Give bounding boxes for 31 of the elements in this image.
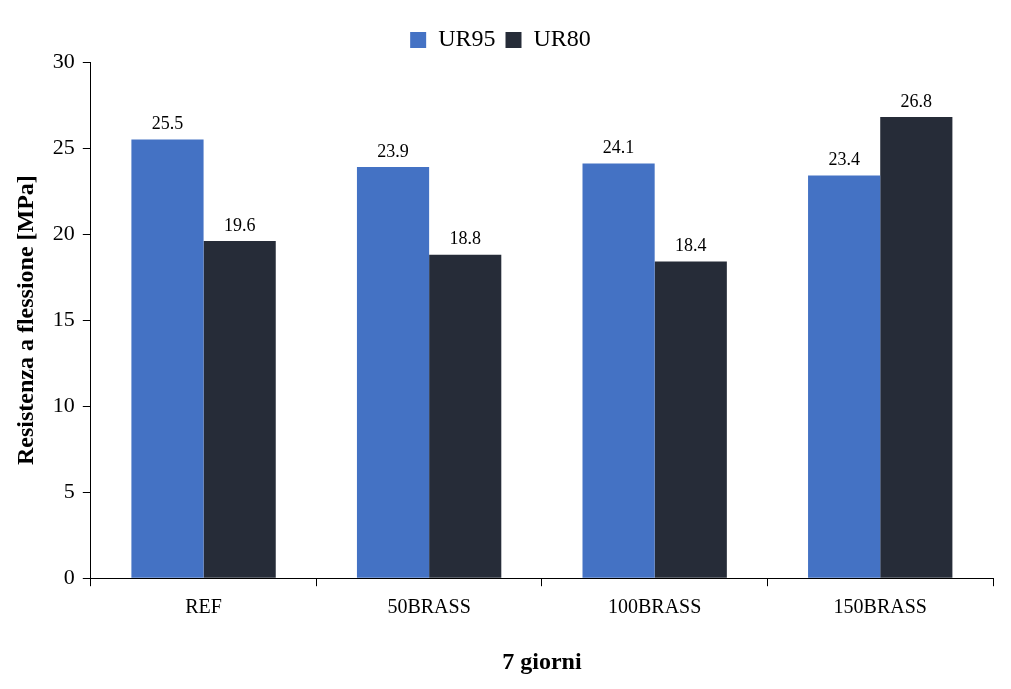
bar <box>808 175 881 578</box>
y-tick-label: 10 <box>52 391 75 417</box>
x-axis-title: 7 giorni <box>502 647 582 674</box>
bar <box>131 139 204 578</box>
bar <box>356 166 430 578</box>
x-tick-label: 50BRASS <box>387 595 471 618</box>
y-tick-label: 15 <box>52 305 75 331</box>
data-label: 26.8 <box>900 90 933 111</box>
bar <box>582 163 655 578</box>
data-label: 25.5 <box>151 113 184 134</box>
data-label: 18.4 <box>675 235 707 256</box>
data-label: 18.8 <box>449 228 481 249</box>
x-tick-label: 100BRASS <box>607 595 702 618</box>
bar <box>203 240 276 578</box>
x-tick-label: REF <box>185 595 222 618</box>
data-label: 19.6 <box>223 214 256 235</box>
data-label: 23.9 <box>377 140 409 161</box>
y-tick-label: 25 <box>52 133 75 159</box>
data-label: 23.4 <box>828 149 860 170</box>
bar <box>880 117 953 578</box>
y-tick-label: 20 <box>52 219 75 245</box>
x-tick-label: 150BRASS <box>833 595 927 618</box>
legend-label: UR80 <box>533 25 591 52</box>
y-tick-label: 0 <box>63 563 75 589</box>
legend-label: UR95 <box>438 25 496 52</box>
y-tick-label: 30 <box>52 47 75 73</box>
data-label: 24.1 <box>602 137 635 158</box>
y-axis-title: Resistenza a flessione [MPa] <box>11 175 38 466</box>
bar <box>429 254 502 578</box>
bar <box>654 261 727 578</box>
y-tick-label: 5 <box>63 477 75 503</box>
